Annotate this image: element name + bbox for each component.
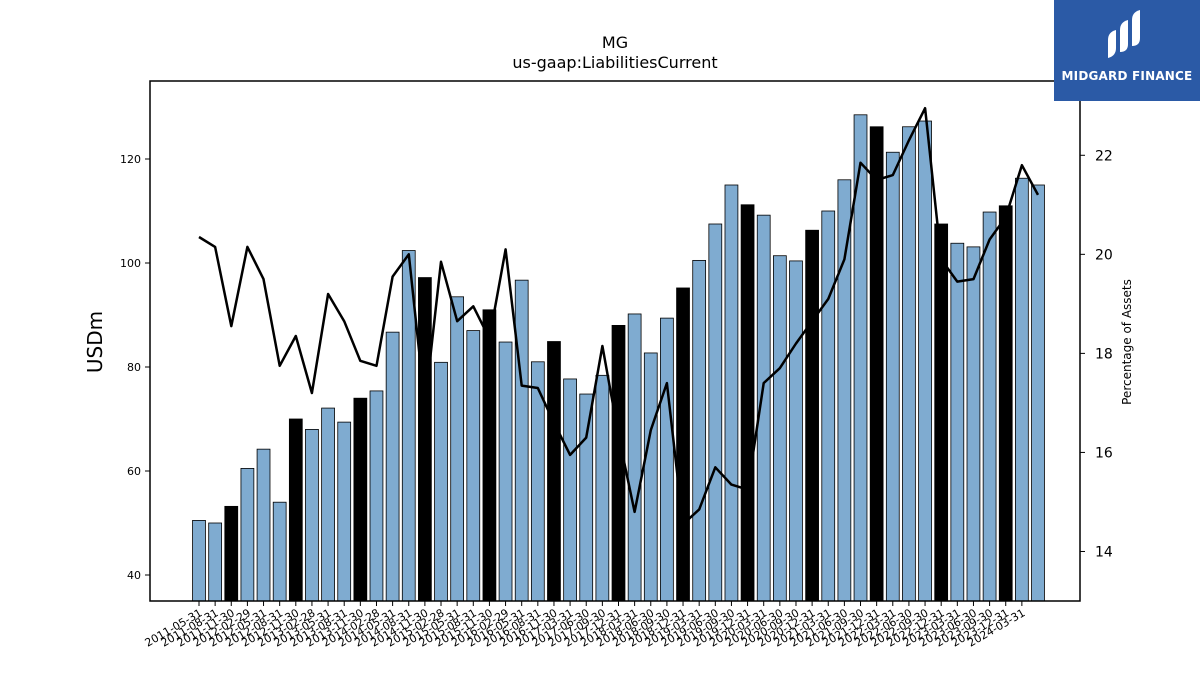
bar (821, 210, 836, 602)
y-axis-label: USDm (83, 311, 107, 373)
bar (321, 407, 335, 602)
y2-tick-label: 18 (1095, 346, 1113, 362)
bar (934, 223, 949, 602)
bar (482, 309, 497, 602)
bar (611, 324, 626, 602)
bar (837, 179, 852, 602)
bar (902, 126, 916, 602)
y2-tick-label: 16 (1095, 445, 1113, 461)
bar (498, 341, 513, 602)
bar (998, 205, 1013, 602)
y2-tick-label: 22 (1095, 148, 1113, 164)
brand-logo: MIDGARD FINANCE (1054, 0, 1200, 101)
bar (305, 428, 319, 602)
bar (450, 296, 465, 602)
bar (208, 522, 222, 602)
bar (740, 204, 755, 602)
bar (643, 352, 658, 602)
bar (272, 501, 287, 602)
chart-subtitle: us-gaap:LiabilitiesCurrent (512, 53, 717, 72)
y2-tick-label: 20 (1095, 247, 1113, 263)
plot-frame (149, 80, 1081, 602)
bar-series (192, 114, 1045, 602)
bar (385, 331, 400, 602)
chart-title: MG (602, 33, 628, 52)
bar (918, 120, 932, 602)
bar (805, 229, 819, 602)
bar (192, 520, 206, 602)
bar (466, 330, 481, 602)
y-tick-label: 60 (127, 465, 141, 478)
bar (595, 374, 610, 602)
line-series (198, 106, 1040, 526)
brand-mark-icon (1108, 10, 1140, 58)
bar (256, 448, 271, 602)
bar (240, 467, 255, 602)
bar (869, 126, 884, 602)
bar (434, 361, 448, 602)
bar (1031, 184, 1045, 602)
bar (337, 421, 352, 602)
bar (288, 418, 303, 602)
bar (514, 279, 529, 602)
y2-axis-label: Percentage of Assets (1120, 279, 1134, 405)
bar (563, 378, 577, 602)
bar (708, 223, 723, 602)
bar (966, 246, 981, 602)
bar (418, 277, 432, 602)
bar (982, 211, 997, 602)
bar (676, 287, 690, 602)
y-tick-label: 120 (120, 153, 141, 166)
y-tick-label: 40 (127, 569, 141, 582)
bar (369, 390, 384, 602)
bar (772, 255, 787, 602)
bar (353, 397, 368, 602)
y2-tick-label: 14 (1095, 544, 1113, 560)
bar (627, 313, 642, 602)
bar (789, 260, 803, 602)
y-tick-label: 80 (127, 361, 141, 374)
bar (579, 393, 594, 602)
percentage-line (198, 106, 1040, 526)
bar (547, 341, 561, 602)
bar (885, 151, 900, 602)
bar (692, 259, 707, 602)
bar (224, 505, 239, 602)
bar (1015, 177, 1029, 602)
y-tick-label: 100 (120, 257, 141, 270)
bar (724, 184, 739, 602)
brand-name: MIDGARD FINANCE (1061, 69, 1193, 83)
bar (950, 242, 965, 602)
bar (660, 317, 674, 602)
